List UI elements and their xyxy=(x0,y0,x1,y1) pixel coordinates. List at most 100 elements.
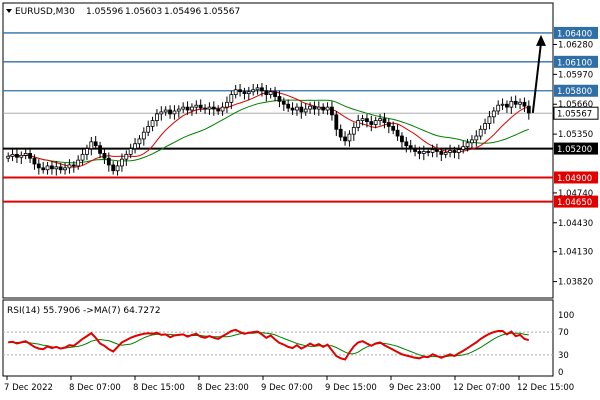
candle-body-70 xyxy=(312,105,317,110)
candle-body-60 xyxy=(268,91,273,95)
rsi-tick-label-2: 30 xyxy=(558,351,569,361)
candle-body-51 xyxy=(229,94,234,103)
candle-93 xyxy=(413,144,417,157)
candle-103 xyxy=(456,144,461,160)
candle-body-72 xyxy=(321,106,326,111)
price-tick-label-2: 1.05660 xyxy=(558,100,593,110)
time-label-8: 12 Dec 15:00 xyxy=(517,383,574,393)
candle-67 xyxy=(299,102,304,119)
candle-55 xyxy=(246,86,251,101)
candle-34 xyxy=(155,109,159,127)
candle-body-108 xyxy=(478,128,483,137)
candle-body-33 xyxy=(150,120,155,127)
candle-body-10 xyxy=(50,165,54,170)
candle-body-104 xyxy=(461,146,466,150)
candle-45 xyxy=(203,104,207,114)
candle-body-66 xyxy=(295,106,299,111)
candle-body-103 xyxy=(456,149,461,153)
candle-body-90 xyxy=(400,135,404,143)
candle-57 xyxy=(255,83,260,95)
collapse-triangle-icon[interactable] xyxy=(6,9,12,13)
rsi-line xyxy=(8,328,530,361)
candle-body-119 xyxy=(526,105,531,114)
candle-body-85 xyxy=(378,118,382,122)
candle-44 xyxy=(198,99,203,112)
candle-body-63 xyxy=(281,100,286,105)
candle-15 xyxy=(71,161,76,173)
candle-114 xyxy=(505,100,509,113)
candle-79 xyxy=(351,122,356,141)
level-tag-3 xyxy=(554,142,598,155)
candle-body-69 xyxy=(308,105,312,110)
price-pane xyxy=(2,2,554,299)
candle-body-117 xyxy=(518,101,522,105)
candle-106 xyxy=(470,135,474,149)
candle-body-80 xyxy=(356,120,361,128)
candle-108 xyxy=(478,125,483,140)
candle-38 xyxy=(172,105,177,120)
current-price-label: 1.05567 xyxy=(557,110,592,120)
header-open: 1.05596 xyxy=(86,7,123,17)
candle-body-0 xyxy=(6,155,11,159)
candle-72 xyxy=(321,103,326,114)
candle-68 xyxy=(303,103,308,116)
candle-body-7 xyxy=(36,163,41,169)
candle-body-73 xyxy=(325,106,330,111)
candle-body-23 xyxy=(106,157,111,166)
candle-body-96 xyxy=(426,151,431,153)
candle-body-86 xyxy=(382,118,387,123)
candle-body-43 xyxy=(194,104,199,108)
moving-averages xyxy=(8,91,529,168)
candle-9 xyxy=(45,162,50,175)
time-label-4: 9 Dec 07:00 xyxy=(261,383,313,393)
candle-body-32 xyxy=(146,126,151,133)
candle-body-12 xyxy=(58,166,63,171)
header-close: 1.05567 xyxy=(203,7,240,17)
candle-body-44 xyxy=(198,104,203,109)
candle-43 xyxy=(194,100,199,114)
candle-body-41 xyxy=(185,106,190,111)
price-tick-label-0: 1.06280 xyxy=(558,40,593,50)
candle-body-52 xyxy=(233,89,238,95)
candle-body-95 xyxy=(421,151,426,154)
candle-51 xyxy=(229,90,234,110)
candle-69 xyxy=(308,102,312,114)
level-tag-0 xyxy=(554,26,598,39)
candle-body-98 xyxy=(435,149,439,152)
candle-86 xyxy=(382,112,387,129)
candle-50 xyxy=(225,96,229,113)
header-high: 1.05603 xyxy=(125,7,162,17)
candle-76 xyxy=(338,124,343,141)
header-low: 1.05496 xyxy=(164,7,201,17)
candle-body-1 xyxy=(10,153,15,157)
candle-6 xyxy=(32,154,37,170)
candle-4 xyxy=(23,148,28,160)
candle-101 xyxy=(448,144,452,158)
candle-83 xyxy=(369,115,374,132)
candle-body-87 xyxy=(386,122,391,127)
candle-body-61 xyxy=(273,91,277,97)
candle-11 xyxy=(54,161,59,176)
price-axis: 1.06280 1.05970 1.05660 1.05350 1.04740 1.044… xyxy=(553,26,599,378)
candle-body-3 xyxy=(19,154,24,158)
candle-body-8 xyxy=(41,167,46,171)
candle-body-105 xyxy=(465,142,470,148)
candle-body-36 xyxy=(163,109,168,113)
candle-52 xyxy=(233,84,238,99)
candle-body-68 xyxy=(303,108,308,113)
candle-body-55 xyxy=(246,91,251,95)
candle-58 xyxy=(260,83,264,97)
time-label-7: 12 Dec 07:00 xyxy=(453,383,510,393)
level-tag-1 xyxy=(554,55,598,68)
candle-body-106 xyxy=(470,139,474,144)
candle-37 xyxy=(168,105,172,119)
candle-body-13 xyxy=(63,167,67,171)
candle-body-11 xyxy=(54,166,59,170)
arrow-shaft xyxy=(531,42,542,114)
candle-body-112 xyxy=(496,104,501,112)
candle-body-116 xyxy=(513,100,518,105)
candle-body-19 xyxy=(89,141,94,149)
candle-105 xyxy=(465,138,470,152)
candle-body-27 xyxy=(124,153,129,160)
candle-body-118 xyxy=(522,101,527,107)
